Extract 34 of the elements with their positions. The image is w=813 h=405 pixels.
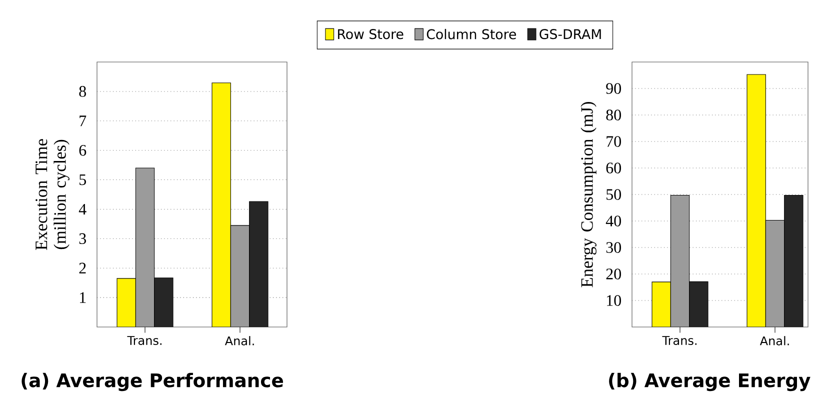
legend-label: Column Store [426, 28, 516, 40]
y-tick-label: 60 [606, 162, 621, 174]
y-tick-label: 4 [78, 204, 86, 214]
y-tick-label: 3 [79, 233, 86, 244]
y-tick-label: 20 [606, 268, 621, 280]
y-tick-label: 8 [79, 86, 86, 97]
bar [746, 74, 766, 328]
y-axis-title: Execution Time (million cycles) [36, 139, 70, 250]
x-tick-label: Anal. [224, 336, 254, 346]
bar [689, 281, 708, 328]
bar [652, 282, 671, 328]
legend-label: GS-DRAM [540, 29, 601, 40]
bar [765, 220, 785, 328]
y-tick-label: 70 [606, 136, 621, 147]
y-tick-label: 6 [79, 144, 86, 156]
y-tick-label: 2 [79, 262, 86, 274]
y-tick-label: 40 [606, 216, 621, 226]
bar [670, 195, 690, 328]
x-tick-label: Anal. [760, 336, 789, 346]
x-tick-label: Trans. [662, 336, 696, 345]
y-tick-label: 80 [606, 110, 621, 120]
text: (b) Average Energy [609, 372, 810, 392]
y-tick-label: 30 [606, 242, 621, 253]
y-tick-label: 7 [80, 116, 86, 126]
y-tick-label: 50 [606, 189, 621, 200]
text: (a) Average Performance [22, 372, 284, 392]
x-tick-label: Trans. [127, 336, 162, 345]
y-tick-label: 1 [80, 292, 86, 303]
y-tick-label: 5 [80, 174, 86, 186]
y-axis-title: Energy Consumption (mJ) [580, 102, 596, 288]
y-tick-label: 10 [607, 295, 621, 306]
legend-label: Row Store [338, 29, 404, 40]
bar [784, 195, 804, 328]
y-tick-label: 90 [606, 83, 621, 94]
